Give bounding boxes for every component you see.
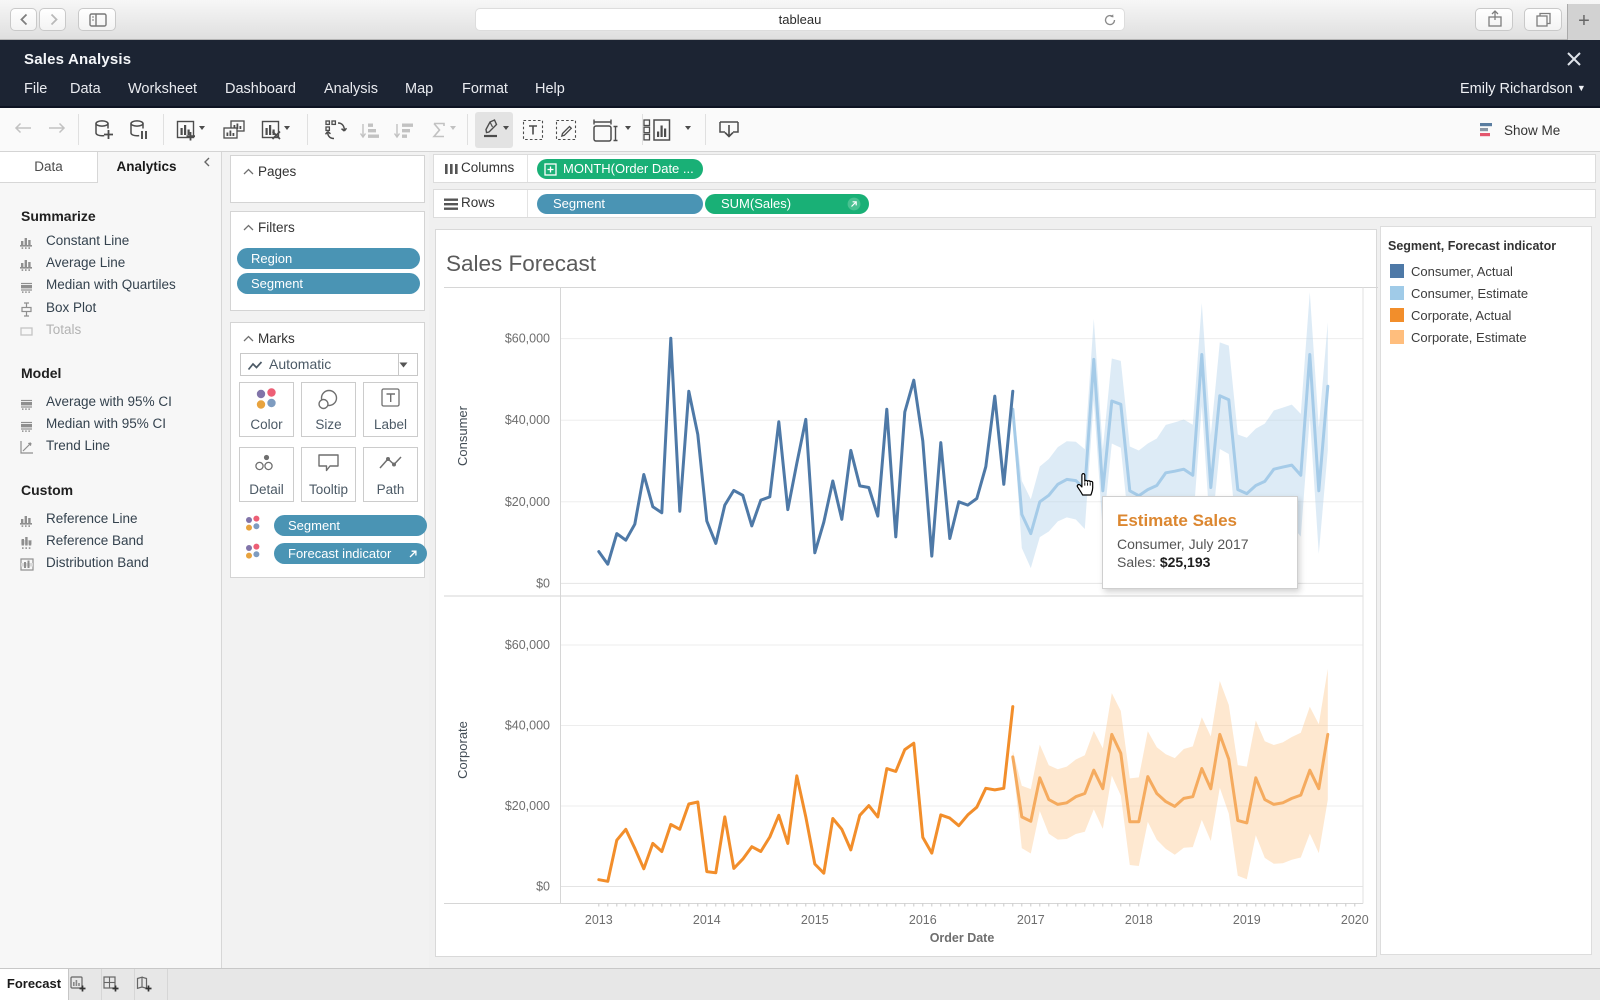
svg-text:$60,000: $60,000 [505,332,550,346]
svg-text:2017: 2017 [1017,913,1045,927]
svg-text:$60,000: $60,000 [505,638,550,652]
svg-text:2015: 2015 [801,913,829,927]
svg-text:2016: 2016 [909,913,937,927]
svg-text:2019: 2019 [1233,913,1261,927]
svg-text:$20,000: $20,000 [505,799,550,813]
svg-text:2013: 2013 [585,913,613,927]
svg-text:$0: $0 [536,880,550,894]
svg-text:$0: $0 [536,576,550,590]
svg-text:Order Date: Order Date [930,931,995,945]
svg-text:$40,000: $40,000 [505,719,550,733]
svg-text:2020: 2020 [1341,913,1369,927]
svg-text:$40,000: $40,000 [505,413,550,427]
svg-text:Corporate: Corporate [455,721,470,779]
svg-text:$20,000: $20,000 [505,495,550,509]
svg-text:2014: 2014 [693,913,721,927]
svg-text:2018: 2018 [1125,913,1153,927]
svg-text:Consumer: Consumer [455,405,470,466]
svg-text:Sales Forecast: Sales Forecast [446,251,597,276]
